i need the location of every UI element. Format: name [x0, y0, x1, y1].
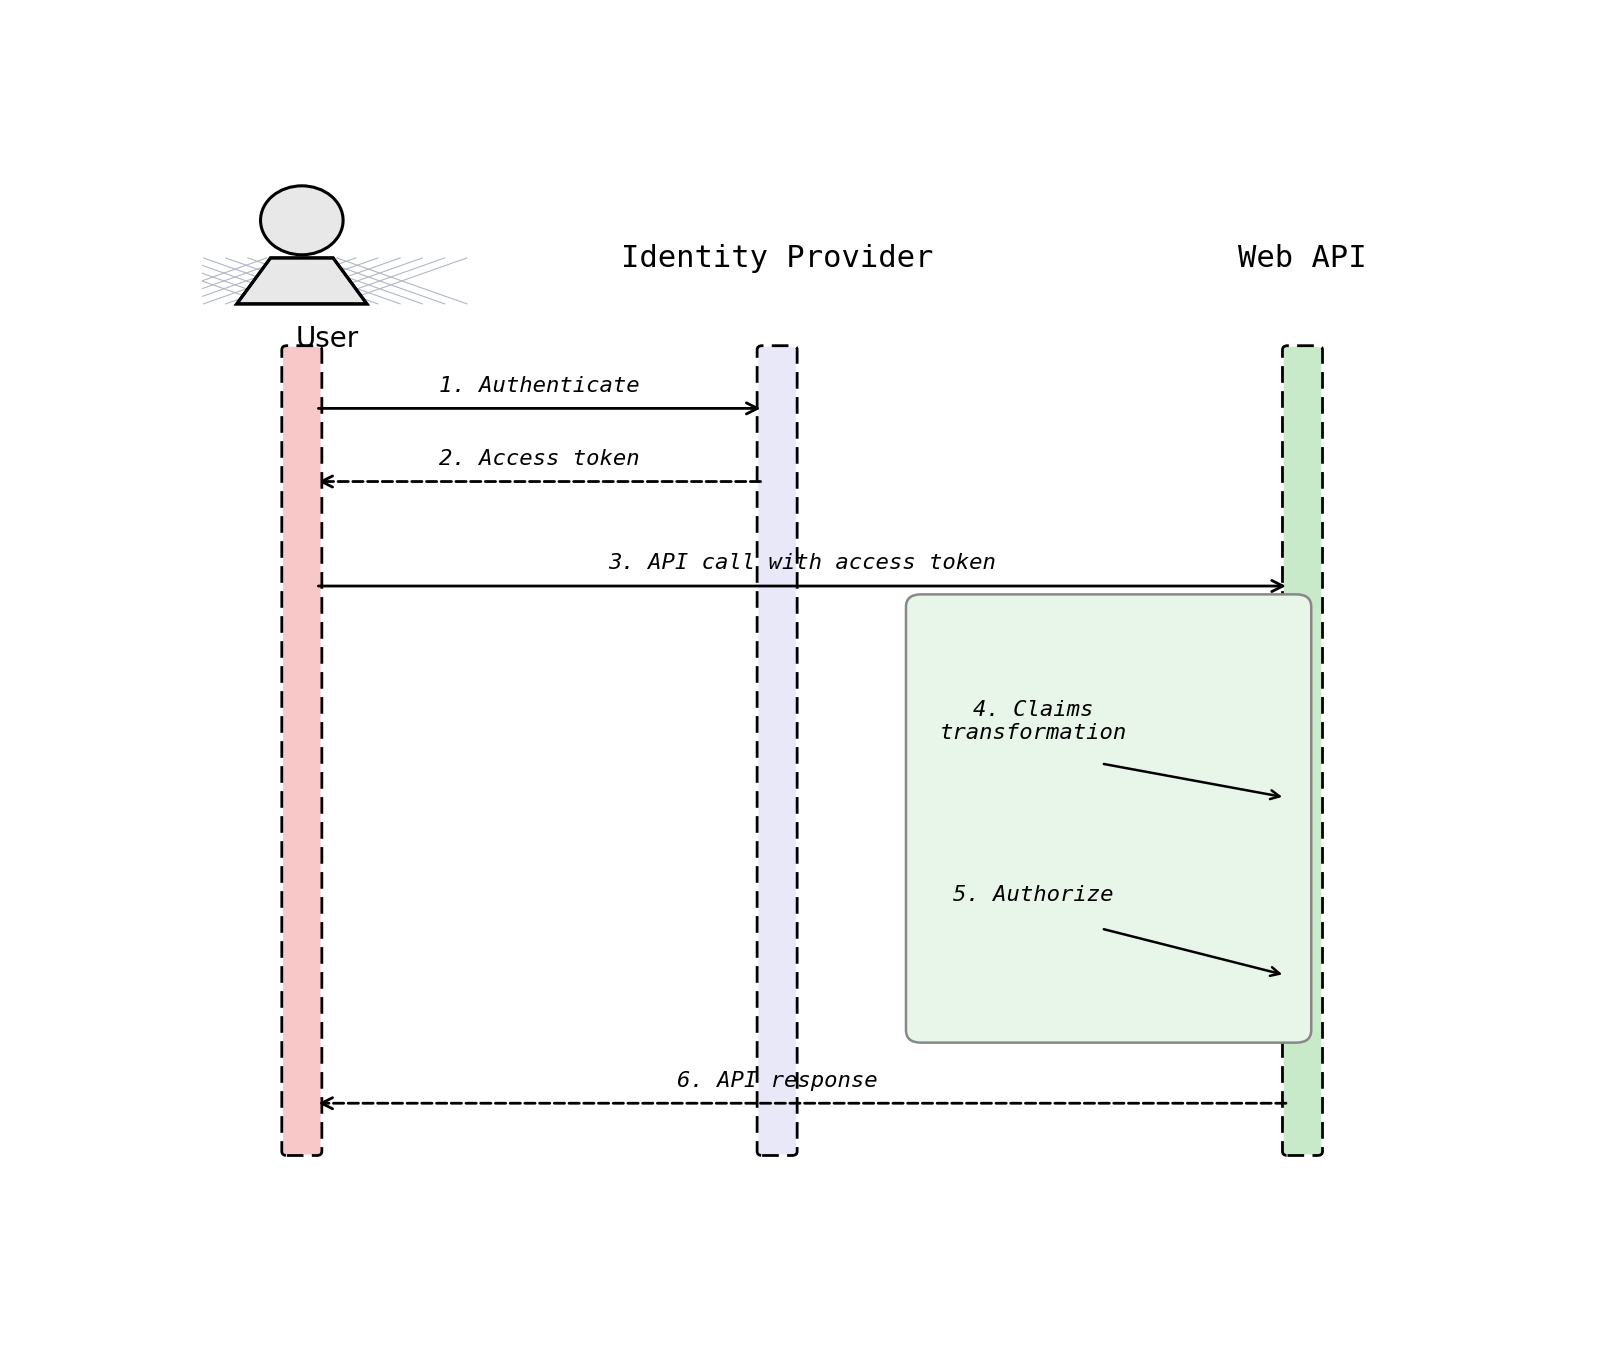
Text: 1. Authenticate: 1. Authenticate: [439, 376, 639, 396]
Text: 3. API call with access token: 3. API call with access token: [608, 554, 996, 574]
Circle shape: [260, 186, 344, 255]
Text: 6. API response: 6. API response: [676, 1071, 878, 1091]
FancyBboxPatch shape: [905, 594, 1311, 1042]
Text: 4. Claims
transformation: 4. Claims transformation: [939, 700, 1127, 742]
FancyBboxPatch shape: [759, 347, 796, 1155]
FancyBboxPatch shape: [282, 347, 321, 1155]
FancyBboxPatch shape: [1283, 347, 1322, 1155]
Text: Web API: Web API: [1238, 243, 1367, 273]
Text: Identity Provider: Identity Provider: [621, 243, 933, 273]
Text: 2. Access token: 2. Access token: [439, 449, 639, 470]
Text: 5. Authorize: 5. Authorize: [954, 885, 1114, 905]
Text: User: User: [295, 324, 358, 353]
Polygon shape: [237, 258, 366, 304]
